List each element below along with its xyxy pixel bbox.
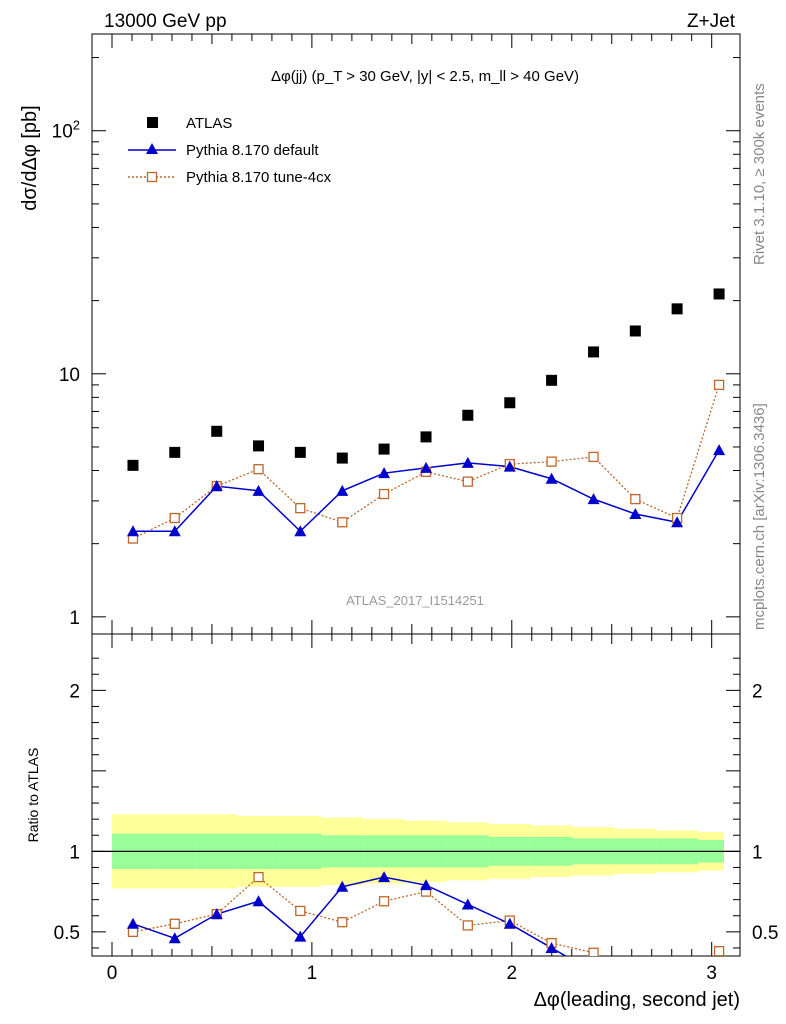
point-default (461, 456, 474, 468)
ratio-y-tick-label-left: 1 (69, 842, 80, 863)
point-default (378, 467, 391, 479)
side-label-mcplots: mcplots.cern.ch [arXiv:1306.3436] (751, 403, 768, 630)
ratio-point-default (294, 930, 307, 942)
point-atlas (378, 443, 390, 455)
ratio-point-default (336, 880, 349, 892)
ratio-point-default (545, 941, 558, 953)
legend-label-default: Pythia 8.170 default (186, 142, 319, 159)
point-tune (253, 464, 264, 475)
ratio-y-tick-label-right: 0.5 (752, 923, 778, 944)
ratio-point-default (588, 966, 600, 977)
ratio-y-tick-label-left: 0.5 (54, 923, 80, 944)
point-atlas (294, 446, 306, 458)
point-default (126, 525, 139, 537)
legend-label-atlas: ATLAS (186, 115, 232, 132)
ratio-y-tick-label-right: 1 (752, 842, 763, 863)
point-atlas (420, 431, 432, 443)
x-axis-label: Δφ(leading, second jet) (534, 989, 740, 1011)
ratio-y-tick-label-left: 2 (69, 681, 80, 702)
point-atlas (253, 440, 265, 452)
ratio-y-tick-label-right: 2 (752, 681, 763, 702)
point-default (545, 472, 558, 484)
ratio-point-tune (588, 947, 599, 956)
ratio-point-tune (713, 946, 725, 956)
ratio-point-tune (337, 917, 348, 928)
watermark: ATLAS_2017_I1514251 (346, 593, 484, 608)
header-left: 13000 GeV pp (104, 11, 227, 32)
point-atlas (588, 346, 600, 358)
point-default (252, 484, 265, 496)
ratio-point-default (378, 871, 391, 883)
header-right: Z+Jet (687, 11, 736, 32)
point-atlas (713, 288, 725, 300)
ratio-point-default (168, 932, 181, 944)
point-atlas (169, 446, 181, 458)
ratio-plot-frame (91, 633, 741, 957)
x-tick-label: 2 (507, 963, 518, 984)
point-atlas (629, 325, 641, 337)
ratio-point-tune (253, 871, 264, 883)
ratio-point-default (420, 879, 433, 891)
point-default (713, 444, 726, 456)
ratio-point-default (210, 908, 223, 920)
point-tune (169, 512, 180, 524)
ratio-point-tune (295, 905, 306, 917)
ratio-point-tune (169, 918, 180, 929)
series-line-tune (132, 384, 720, 540)
ratio-point-default (126, 917, 139, 929)
point-tune (713, 379, 725, 391)
point-default (671, 516, 684, 528)
point-tune (588, 451, 599, 463)
ratio-point-tune (462, 920, 473, 931)
point-tune (337, 517, 348, 528)
x-tick-label: 3 (706, 963, 717, 984)
ratio-point-tune (631, 976, 640, 985)
y-tick-label: 1 (69, 608, 80, 629)
ratio-point-default (461, 898, 474, 910)
point-tune (630, 493, 641, 505)
point-atlas (546, 374, 558, 386)
ratio-point-tune (378, 896, 390, 907)
point-atlas (336, 452, 348, 464)
ratio-point-default (252, 895, 265, 907)
point-atlas (127, 459, 139, 471)
ratio-point-default (503, 917, 516, 929)
point-atlas (462, 409, 474, 421)
point-tune (546, 456, 557, 467)
legend: ATLAS Pythia 8.170 default Pythia 8.170 … (128, 115, 332, 186)
point-default (168, 525, 181, 537)
chart-title: Δφ(jj) (p_T > 30 GeV, |y| < 2.5, m_ll > … (226, 68, 624, 85)
point-default (503, 460, 516, 472)
legend-marker-atlas (147, 117, 158, 128)
point-default (629, 507, 642, 519)
y-axis-label-main: dσ/dΔφ [pb] (19, 105, 41, 210)
point-atlas (504, 397, 516, 409)
point-default (587, 493, 600, 505)
y-tick-label: 102 (52, 118, 80, 143)
point-tune (295, 503, 306, 514)
x-tick-label: 1 (307, 963, 318, 984)
point-tune (378, 488, 390, 500)
ratio-uncertainty-bands (92, 814, 740, 889)
ratio-point-default (629, 977, 641, 988)
point-default (294, 525, 307, 537)
point-default (210, 480, 223, 492)
point-default (420, 461, 433, 473)
legend-label-tune: Pythia 8.170 tune-4cx (186, 169, 332, 186)
legend-marker-default (146, 143, 158, 154)
y-tick-label: 10 (59, 365, 80, 386)
point-atlas (671, 303, 683, 315)
point-default (336, 484, 349, 496)
side-label-rivet: Rivet 3.1.10, ≥ 300k events (751, 83, 768, 265)
legend-marker-tune (146, 171, 158, 183)
chart-title-text: Δφ(jj) (p_T > 30 GeV, |y| < 2.5, m_ll > … (270, 68, 580, 85)
x-tick-label: 0 (107, 963, 118, 984)
y-axis-label-ratio: Ratio to ATLAS (25, 748, 41, 843)
point-atlas (211, 425, 223, 437)
point-tune (462, 476, 473, 487)
